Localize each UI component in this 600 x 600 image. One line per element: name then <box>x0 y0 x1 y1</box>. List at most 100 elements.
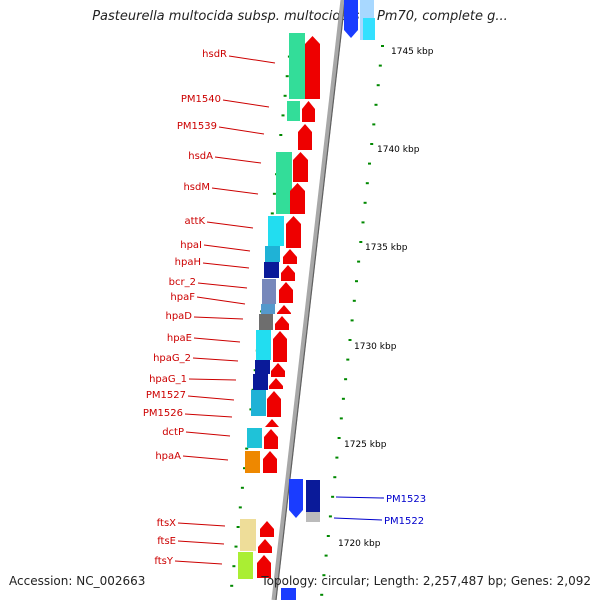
gene-label[interactable]: hpaD <box>165 311 192 322</box>
gene-label[interactable]: PM1522 <box>384 516 424 527</box>
tick-mark <box>326 535 330 537</box>
feature-box <box>238 552 253 579</box>
gene-box-cyan <box>363 18 375 40</box>
tick-mark <box>285 75 289 78</box>
tick-mark <box>378 64 382 67</box>
tick-mark <box>279 134 283 136</box>
feature-box <box>276 152 292 214</box>
tick-mark <box>333 476 337 479</box>
gene-arrow <box>290 183 305 214</box>
tick-mark <box>355 280 358 283</box>
gene-label[interactable]: hsdA <box>188 151 213 162</box>
tick-mark <box>240 486 244 489</box>
gene-arrow <box>258 539 272 553</box>
partial-features-top <box>344 0 375 40</box>
gene-label[interactable]: attK <box>184 216 205 227</box>
gene-arrow <box>283 249 297 264</box>
tick-mark <box>376 84 380 87</box>
feature-box <box>265 246 280 262</box>
gene-label[interactable]: hpaF <box>170 292 195 303</box>
tick-mark <box>363 201 367 204</box>
scale-label: 1725 kbp <box>344 440 387 450</box>
scale-label: 1720 kbp <box>338 539 381 549</box>
tick-mark <box>238 506 242 509</box>
gene-arrow <box>269 378 283 389</box>
gene-arrow <box>271 363 285 377</box>
tick-mark <box>270 212 274 215</box>
tick-mark <box>272 192 276 195</box>
gene-label[interactable]: PM1540 <box>181 94 221 105</box>
gene-label[interactable]: hpaG_1 <box>149 374 187 385</box>
feature-box <box>268 216 284 246</box>
gene-label[interactable]: PM1523 <box>386 494 426 505</box>
gene-arrow <box>279 282 293 303</box>
gene-label[interactable]: PM1526 <box>143 408 183 419</box>
tick-mark <box>352 299 356 302</box>
gene-arrow <box>267 391 281 417</box>
feature-box <box>253 374 268 390</box>
gene-arrows <box>257 36 320 578</box>
gene-label[interactable]: hpaE <box>167 333 192 344</box>
gene-box-navy <box>306 480 320 512</box>
tick-mark <box>236 526 240 528</box>
feature-box <box>256 330 271 360</box>
gene-label[interactable]: dctP <box>162 427 184 438</box>
gene-label[interactable]: bcr_2 <box>169 277 196 288</box>
feature-box <box>259 314 273 330</box>
scale-label: 1740 kbp <box>377 145 420 155</box>
gene-arrow <box>277 305 291 314</box>
tick-mark <box>374 103 378 106</box>
gene-arrow <box>281 265 295 281</box>
tick-mark <box>232 565 236 568</box>
gene-label[interactable]: ftsY <box>154 556 173 567</box>
tick-mark <box>357 260 361 263</box>
tick-mark <box>234 545 238 548</box>
genome-summary: Topology: circular; Length: 2,257,487 bp… <box>261 574 591 588</box>
label-connectors <box>174 55 385 565</box>
tick-mark <box>348 339 352 341</box>
feature-box <box>289 33 305 99</box>
tick-mark <box>381 45 384 47</box>
gene-arrow <box>260 521 274 537</box>
tick-mark <box>335 456 339 459</box>
gene-arrow <box>305 36 320 99</box>
gene-label[interactable]: hpaH <box>175 257 201 268</box>
gene-box-grey <box>306 512 320 522</box>
feature-box <box>287 101 300 121</box>
accession-text: Accession: NC_002663 <box>9 574 146 588</box>
tick-mark <box>281 114 285 117</box>
gene-label[interactable]: PM1527 <box>146 390 186 401</box>
tick-mark <box>320 593 324 596</box>
tick-mark <box>346 358 350 361</box>
gene-arrow <box>263 451 277 473</box>
gene-label[interactable]: ftsE <box>157 536 176 547</box>
gene-arrow <box>298 124 312 150</box>
gene-label[interactable]: ftsX <box>157 518 176 529</box>
feature-box <box>261 304 275 314</box>
feature-box <box>255 360 270 374</box>
genome-backbone <box>271 0 346 600</box>
scale-label: 1730 kbp <box>354 342 397 352</box>
gene-arrow-blue <box>344 0 358 38</box>
forward-gene-labels: PM1523 PM1522 <box>384 494 426 527</box>
feature-box <box>247 428 262 448</box>
tick-mark <box>339 417 343 420</box>
tick-mark <box>368 162 371 165</box>
feature-column <box>238 33 305 579</box>
gene-label[interactable]: PM1539 <box>177 121 217 132</box>
tick-mark <box>243 467 246 470</box>
feature-box <box>251 390 266 416</box>
gene-label[interactable]: hsdM <box>183 182 210 193</box>
gene-label[interactable]: hpaA <box>155 451 181 462</box>
tick-mark <box>341 397 345 400</box>
tick-mark <box>331 495 335 498</box>
gene-label[interactable]: hsdR <box>202 49 227 60</box>
gene-arrow <box>264 429 278 449</box>
gene-arrow <box>257 555 271 578</box>
gene-label[interactable]: hpaI <box>180 240 202 251</box>
tick-mark <box>365 182 369 185</box>
gene-label[interactable]: hpaG_2 <box>153 353 191 364</box>
tick-mark <box>372 123 376 126</box>
